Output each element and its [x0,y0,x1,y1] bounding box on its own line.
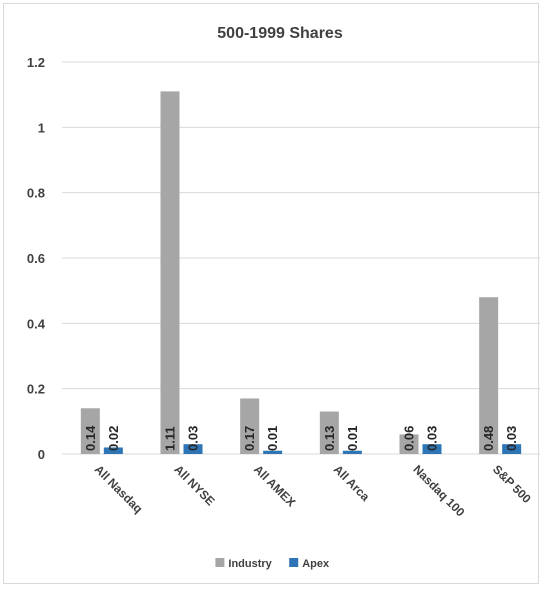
legend-swatch [289,558,299,567]
x-tick-label: All AMEX [251,462,298,509]
bar-apex [263,450,283,454]
x-tick-label: All Nasdaq [92,462,146,516]
data-label: 0.13 [322,426,337,451]
x-tick-label: All Arca [331,462,373,504]
chart-title: 500-1999 Shares [217,25,343,42]
y-tick-label: 0.4 [27,316,46,331]
legend-label: Apex [302,558,330,570]
x-tick-label: Nasdaq 100 [410,462,467,519]
y-axis-tick-labels: 0 0.2 0.4 0.6 0.8 1 1.2 [27,55,46,462]
data-label: 1.11 [163,426,178,451]
bar-industry [399,434,419,454]
bar-apex [183,444,203,454]
y-tick-label: 0 [38,447,45,462]
y-tick-label: 0.6 [27,251,45,266]
x-axis-tick-labels: All Nasdaq All NYSE All AMEX All Arca Nasdaq… [92,462,534,519]
bar-industry [479,297,499,454]
bar-chart: 500-1999 Shares 00.20.40.60.811.2 0.14 0.… [27,25,540,570]
y-tick-label: 0.8 [27,186,45,201]
data-label: 0.02 [106,426,121,451]
data-label: 0.03 [186,426,201,451]
bar-industry [80,408,100,454]
bars [80,91,522,455]
data-label: 0.14 [83,425,98,451]
bar-industry [319,411,339,454]
y-tick-label: 0.2 [27,382,45,397]
legend-swatch [215,558,225,567]
bar-apex [103,447,123,454]
legend: Industry Apex [215,558,330,570]
bar-data-labels: 0.14 0.02 1.11 0.03 0.17 0.01 0.13 0.01 0.06 0.03… [83,425,519,451]
bar-industry [240,398,260,454]
data-label: 0.48 [481,426,496,451]
x-tick-label: All NYSE [171,462,217,508]
y-tick-label: 1.2 [27,55,45,70]
data-label: 0.01 [345,426,360,451]
data-label: 0.01 [265,426,280,451]
bar-apex [342,450,362,454]
bar-apex [502,444,522,454]
bar-industry [160,91,180,455]
bar-apex [422,444,442,454]
y-tick-label: 1 [38,120,45,135]
data-label: 0.06 [402,426,417,451]
data-label: 0.03 [425,426,440,451]
data-label: 0.17 [242,426,257,451]
gridlines [62,61,540,455]
legend-label: Industry [228,558,272,570]
data-label: 0.03 [504,426,519,451]
chart-frame: 500-1999 Shares 0 0.2 0.4 0.6 0.8 1 1.2 0.14 0.… [3,3,540,584]
x-tick-label: S&P 500 [490,462,534,506]
